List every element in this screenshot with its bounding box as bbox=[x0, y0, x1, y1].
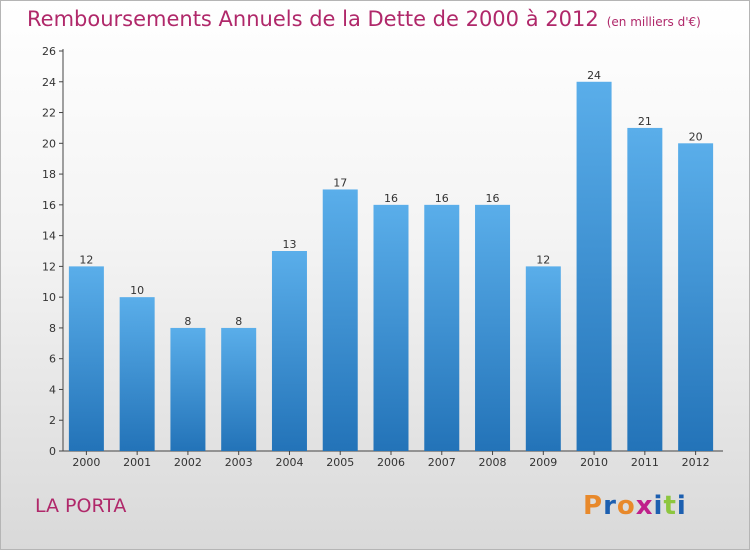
x-tick-label: 2004 bbox=[275, 456, 303, 469]
y-tick-label: 24 bbox=[42, 76, 56, 89]
y-tick-label: 14 bbox=[42, 230, 56, 243]
chart-title: Remboursements Annuels de la Dette de 20… bbox=[27, 7, 701, 31]
bar bbox=[373, 204, 409, 451]
y-tick-label: 8 bbox=[49, 322, 56, 335]
bar bbox=[475, 204, 511, 451]
logo-letter: P bbox=[583, 491, 604, 521]
bar-value-label: 20 bbox=[689, 130, 703, 143]
logo-letter: x bbox=[635, 491, 654, 521]
y-tick-label: 10 bbox=[42, 291, 56, 304]
x-tick-label: 2006 bbox=[377, 456, 405, 469]
bar bbox=[576, 81, 612, 452]
bar-value-label: 12 bbox=[536, 253, 550, 266]
bar-value-label: 21 bbox=[638, 115, 652, 128]
bar bbox=[221, 327, 257, 451]
bar-value-label: 16 bbox=[486, 192, 500, 205]
y-tick-label: 18 bbox=[42, 168, 56, 181]
y-tick-label: 22 bbox=[42, 107, 56, 120]
y-tick-label: 16 bbox=[42, 199, 56, 212]
x-tick-label: 2010 bbox=[580, 456, 608, 469]
bar-value-label: 10 bbox=[130, 284, 144, 297]
logo-letter: i bbox=[676, 491, 687, 521]
x-tick-label: 2003 bbox=[225, 456, 253, 469]
x-tick-label: 2007 bbox=[428, 456, 456, 469]
bar-value-label: 12 bbox=[79, 253, 93, 266]
bar bbox=[627, 127, 663, 451]
bar bbox=[525, 266, 561, 451]
bar bbox=[678, 143, 714, 452]
y-tick-label: 12 bbox=[42, 260, 56, 273]
y-tick-label: 20 bbox=[42, 137, 56, 150]
bar-value-label: 24 bbox=[587, 69, 601, 82]
x-tick-label: 2005 bbox=[326, 456, 354, 469]
bar-value-label: 8 bbox=[235, 315, 242, 328]
x-tick-label: 2011 bbox=[631, 456, 659, 469]
bar bbox=[170, 327, 206, 451]
chart-bars: 12 10 8 8 13 17 16 16 16 12 24 21 20 bbox=[68, 69, 714, 452]
bar bbox=[424, 204, 460, 451]
logo-letter: t bbox=[663, 491, 677, 521]
logo-letter: i bbox=[653, 491, 664, 521]
bar bbox=[271, 251, 307, 451]
bar-value-label: 16 bbox=[435, 192, 449, 205]
y-tick-label: 0 bbox=[49, 445, 56, 458]
bar-value-label: 13 bbox=[282, 238, 296, 251]
y-tick-label: 6 bbox=[49, 353, 56, 366]
y-tick-label: 26 bbox=[42, 45, 56, 58]
bar bbox=[68, 266, 104, 451]
x-tick-label: 2000 bbox=[72, 456, 100, 469]
proxiti-logo: Proxiti bbox=[583, 491, 687, 521]
commune-name: LA PORTA bbox=[35, 495, 127, 517]
y-tick-label: 2 bbox=[49, 414, 56, 427]
bar-value-label: 8 bbox=[184, 315, 191, 328]
x-tick-label: 2002 bbox=[174, 456, 202, 469]
bar bbox=[322, 189, 358, 451]
x-tick-label: 2008 bbox=[479, 456, 507, 469]
bar-value-label: 17 bbox=[333, 176, 347, 189]
chart-title-text: Remboursements Annuels de la Dette de 20… bbox=[27, 7, 599, 31]
bar-value-label: 16 bbox=[384, 192, 398, 205]
logo-letter: o bbox=[616, 491, 636, 521]
chart-subtitle: (en milliers d'€) bbox=[606, 15, 701, 29]
x-tick-label: 2012 bbox=[682, 456, 710, 469]
y-tick-label: 4 bbox=[49, 383, 56, 396]
logo-letter: r bbox=[603, 491, 617, 521]
x-tick-label: 2009 bbox=[529, 456, 557, 469]
bar bbox=[119, 297, 155, 451]
x-tick-label: 2001 bbox=[123, 456, 151, 469]
